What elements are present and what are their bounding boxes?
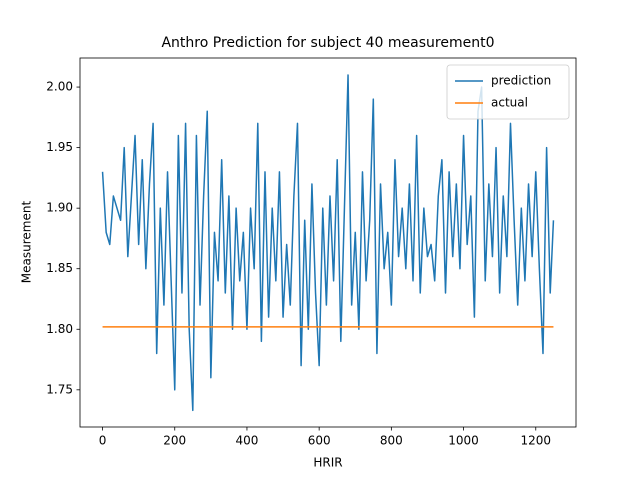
y-tick-label: 1.85 bbox=[46, 261, 73, 275]
x-tick-label: 1200 bbox=[520, 434, 551, 448]
legend-label: actual bbox=[491, 96, 528, 110]
x-axis-label: HRIR bbox=[313, 456, 342, 470]
x-tick-label: 0 bbox=[99, 434, 107, 448]
plot-frame bbox=[79, 57, 577, 428]
y-axis-label: Measurement bbox=[20, 201, 34, 284]
x-tick-label: 400 bbox=[235, 434, 258, 448]
x-tick-label: 600 bbox=[308, 434, 331, 448]
x-tick-label: 800 bbox=[380, 434, 403, 448]
x-tick-label: 1000 bbox=[448, 434, 479, 448]
chart-title: Anthro Prediction for subject 40 measure… bbox=[161, 35, 494, 51]
y-tick-label: 1.75 bbox=[46, 382, 73, 396]
legend-box bbox=[446, 64, 570, 120]
y-tick-label: 2.00 bbox=[46, 80, 73, 94]
x-tick-label: 200 bbox=[163, 434, 186, 448]
y-tick-label: 1.90 bbox=[46, 201, 73, 215]
legend-label: prediction bbox=[491, 74, 551, 88]
y-tick-label: 1.95 bbox=[46, 140, 73, 154]
y-tick-label: 1.80 bbox=[46, 322, 73, 336]
